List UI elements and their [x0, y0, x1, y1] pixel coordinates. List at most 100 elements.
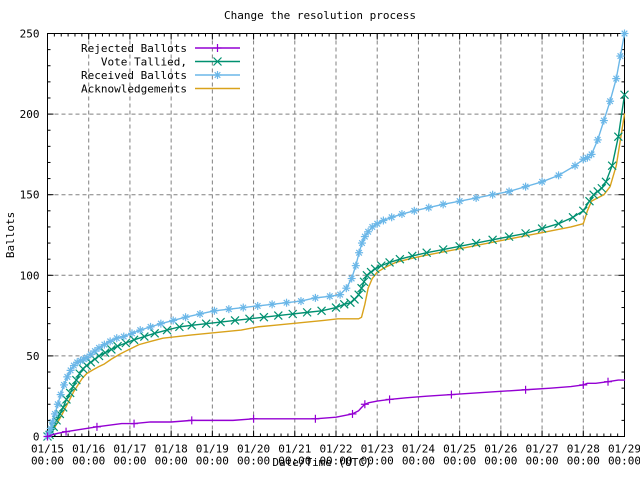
data-point-marker: [348, 275, 355, 282]
data-point-marker: [326, 293, 334, 300]
data-point-marker: [213, 57, 222, 66]
data-point-marker: [283, 299, 290, 306]
data-point-marker: [331, 303, 341, 312]
data-point-marker: [268, 301, 276, 308]
data-point-marker: [594, 136, 601, 144]
data-point-marker: [169, 317, 177, 324]
data-point-marker: [90, 354, 100, 364]
data-series-layer: [43, 29, 629, 441]
x-tick-label-date: 01/21: [278, 443, 311, 456]
data-point-marker: [505, 188, 513, 195]
data-point-marker: [113, 334, 120, 342]
data-point-marker: [162, 325, 172, 335]
data-point-marker: [359, 277, 369, 287]
data-point-marker: [380, 217, 387, 224]
data-point-marker: [521, 228, 531, 238]
data-point-marker: [522, 183, 529, 190]
data-point-marker: [225, 305, 233, 313]
x-tick-label-date: 01/23: [361, 443, 394, 456]
x-tick-label-time: 00:00: [443, 455, 476, 468]
x-tick-label-time: 00:00: [31, 455, 64, 468]
data-point-marker: [395, 254, 405, 264]
data-point-marker: [361, 233, 369, 240]
x-tick-label-time: 00:00: [567, 455, 600, 468]
x-tick-label-date: 01/18: [155, 443, 188, 456]
data-point-marker: [555, 172, 562, 179]
data-point-marker: [273, 311, 283, 321]
data-point-marker: [352, 262, 360, 269]
x-tick-label-time: 00:00: [608, 455, 640, 468]
y-tick-label: 250: [20, 28, 40, 41]
data-point-marker: [439, 201, 447, 208]
data-point-marker: [504, 232, 514, 242]
data-point-marker: [86, 357, 96, 367]
data-point-marker: [336, 291, 344, 298]
data-point-marker: [95, 344, 103, 352]
data-point-marker: [211, 307, 218, 314]
data-point-marker: [358, 239, 366, 247]
plot-frame: [47, 33, 625, 437]
data-point-marker: [230, 316, 240, 325]
data-point-marker: [366, 267, 376, 277]
data-point-marker: [585, 196, 594, 206]
data-point-marker: [91, 347, 99, 355]
series-rejected-ballots: [43, 377, 626, 441]
data-point-marker: [339, 299, 349, 309]
data-point-marker: [370, 264, 380, 274]
data-point-marker: [57, 391, 64, 398]
data-point-marker: [65, 388, 75, 398]
data-point-marker: [571, 162, 579, 169]
data-point-marker: [373, 220, 381, 227]
data-point-marker: [254, 302, 261, 310]
x-tick-label-date: 01/15: [31, 443, 64, 456]
x-tick-label-time: 00:00: [113, 455, 146, 468]
data-point-marker: [187, 320, 197, 330]
x-tick-label-time: 00:00: [319, 455, 352, 468]
x-tick-label-time: 00:00: [196, 455, 229, 468]
data-point-marker: [120, 333, 127, 340]
data-point-marker: [129, 335, 139, 345]
data-point-marker: [617, 52, 624, 60]
data-point-marker: [100, 348, 110, 358]
legend-label: Acknowledgements: [81, 83, 187, 96]
data-point-marker: [216, 317, 226, 327]
series-acknowledgements: [46, 113, 626, 438]
data-point-marker: [354, 290, 364, 300]
x-axis-label: Date/Time (UTC): [272, 456, 371, 469]
data-point-marker: [51, 410, 59, 418]
data-point-marker: [537, 224, 547, 233]
data-point-marker: [343, 284, 350, 292]
x-tick-label-time: 00:00: [361, 455, 394, 468]
x-tick-label-time: 00:00: [237, 455, 270, 468]
x-tick-label-time: 00:00: [278, 455, 311, 468]
legend-marker-star-icon: [213, 71, 222, 79]
data-point-marker: [54, 401, 62, 408]
data-point-marker: [288, 309, 298, 319]
data-point-marker: [355, 249, 363, 256]
x-axis-ticks: 01/1500:0001/1600:0001/1700:0001/1800:00…: [31, 33, 640, 468]
data-point-marker: [139, 332, 149, 341]
data-point-marker: [106, 338, 114, 345]
data-point-marker: [62, 394, 71, 404]
data-point-marker: [554, 219, 563, 229]
data-point-marker: [75, 369, 85, 379]
data-point-marker: [613, 75, 620, 82]
data-point-marker: [438, 245, 448, 254]
data-point-marker: [60, 381, 68, 389]
data-point-marker: [568, 212, 578, 222]
data-point-marker: [174, 322, 184, 332]
data-point-marker: [245, 314, 254, 324]
x-tick-label-time: 00:00: [484, 455, 517, 468]
data-point-marker: [128, 330, 136, 337]
x-tick-label-date: 01/17: [113, 443, 146, 456]
data-point-marker: [240, 304, 247, 311]
data-point-marker: [376, 261, 386, 271]
x-tick-label-date: 01/25: [443, 443, 476, 456]
legend-label: Received Ballots: [81, 69, 187, 82]
x-tick-label-date: 01/29: [608, 443, 640, 456]
legend-marker-cross-icon: [213, 57, 222, 66]
data-point-marker: [346, 298, 355, 308]
y-tick-label: 100: [20, 269, 40, 282]
